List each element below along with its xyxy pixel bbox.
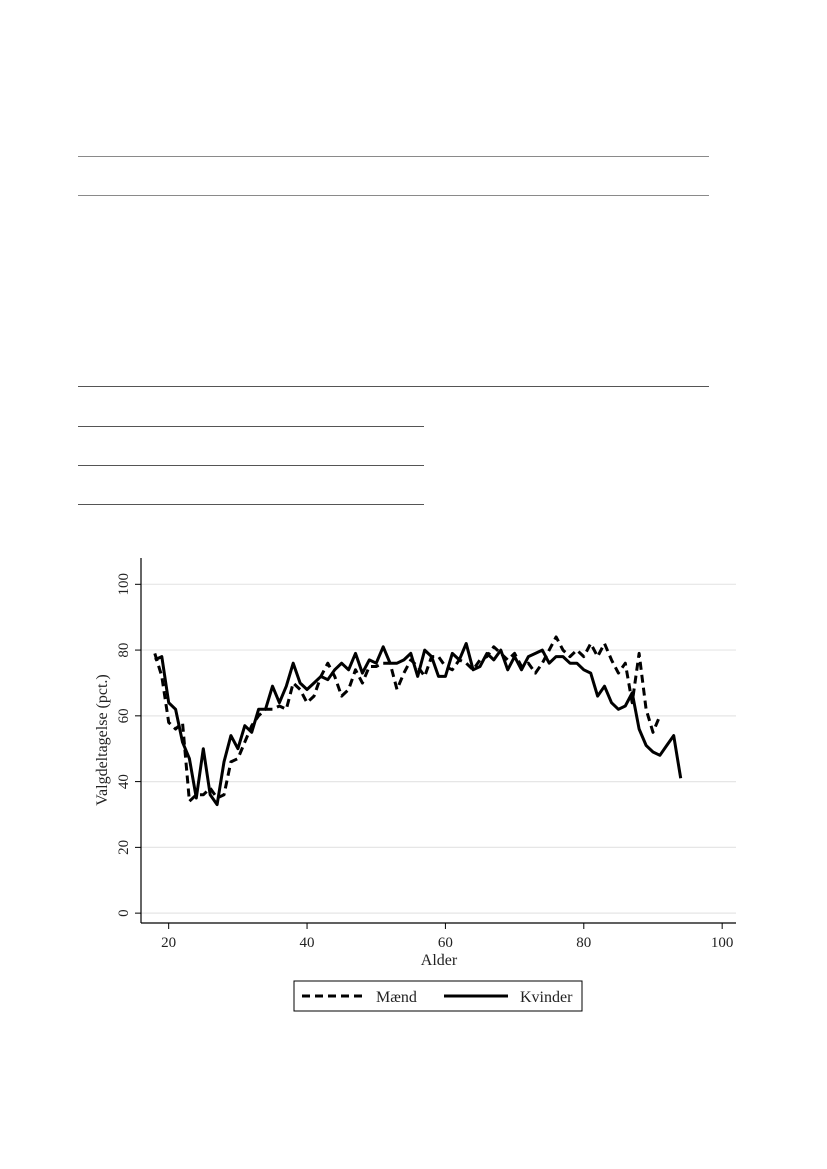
x-axis-label: Alder [421, 952, 458, 969]
tick-labels: 0 20 40 60 80 100 20 40 60 80 100 [116, 573, 733, 951]
series-lines [153, 635, 683, 807]
rule-short-2 [78, 465, 424, 466]
x-tick-label-60: 60 [438, 935, 453, 951]
x-tick-label-40: 40 [300, 935, 315, 951]
legend-label-kvinder: Kvinder [520, 989, 573, 1006]
legend-label-maend: Mænd [376, 989, 417, 1006]
rule-short-3 [78, 504, 424, 505]
axes [135, 558, 736, 929]
gridlines [141, 583, 736, 914]
rule-mid [78, 386, 709, 387]
y-tick-label-40: 40 [116, 774, 132, 789]
rule-top-1 [78, 156, 709, 157]
legend: Mænd Kvinder [293, 980, 583, 1012]
series-line-kvinder [154, 642, 683, 807]
rule-short-1 [78, 426, 424, 427]
y-tick-label-100: 100 [116, 573, 132, 596]
x-tick-label-80: 80 [576, 935, 591, 951]
y-axis-label: Valgdeltagelse (pct.) [94, 674, 111, 806]
y-tick-label-0: 0 [116, 909, 132, 917]
y-tick-label-80: 80 [116, 643, 132, 658]
rule-top-2 [78, 195, 709, 196]
x-tick-label-20: 20 [161, 935, 176, 951]
series-line-maend [153, 635, 662, 803]
y-tick-label-60: 60 [116, 708, 132, 723]
y-tick-label-20: 20 [116, 840, 132, 855]
x-tick-label-100: 100 [711, 935, 734, 951]
